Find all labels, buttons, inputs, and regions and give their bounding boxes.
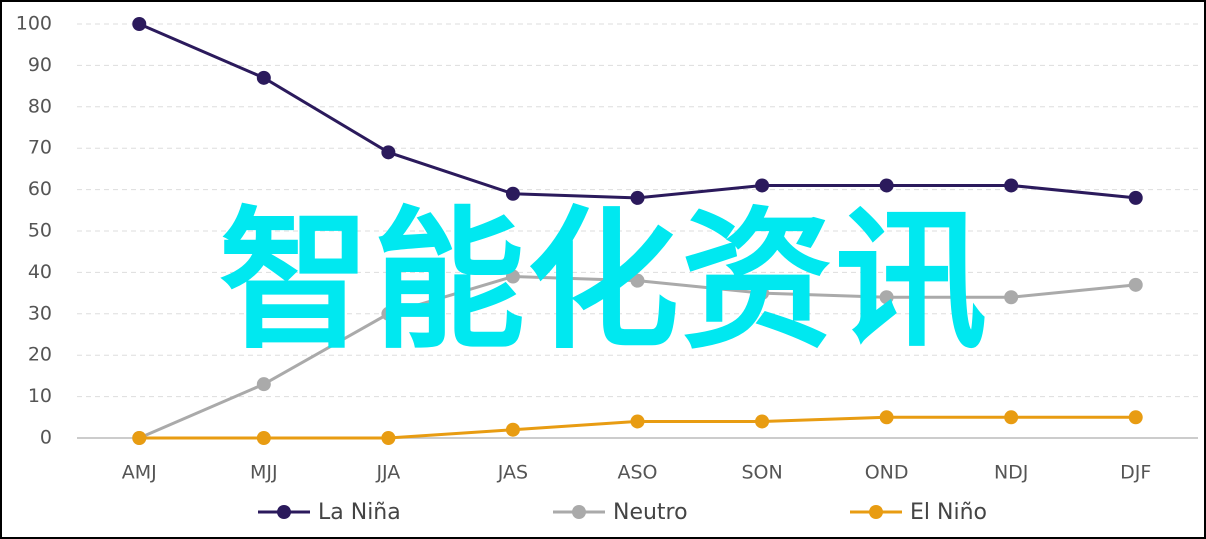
legend-marker xyxy=(572,505,586,519)
data-point xyxy=(256,70,271,85)
y-tick-label: 10 xyxy=(28,385,52,407)
x-tick-label: OND xyxy=(865,462,909,484)
data-point xyxy=(1128,410,1143,425)
x-tick-label: JAS xyxy=(497,462,528,484)
y-tick-label: 70 xyxy=(28,137,52,159)
x-tick-label: NDJ xyxy=(994,462,1028,484)
y-tick-label: 90 xyxy=(28,54,52,76)
y-tick-label: 30 xyxy=(28,302,52,324)
x-tick-label: AMJ xyxy=(122,462,157,484)
data-point xyxy=(381,431,396,445)
x-tick-label: DJF xyxy=(1120,462,1151,484)
y-tick-label: 20 xyxy=(28,344,52,366)
data-point xyxy=(1004,290,1019,305)
legend-label: La Niña xyxy=(318,500,401,525)
data-point xyxy=(1004,410,1019,425)
y-tick-label: 50 xyxy=(28,220,52,242)
data-point xyxy=(256,377,271,392)
data-point xyxy=(755,286,770,301)
y-tick-label: 60 xyxy=(28,178,52,200)
x-tick-label: JJA xyxy=(375,462,400,484)
y-tick-label: 80 xyxy=(28,95,52,117)
y-tick-label: 100 xyxy=(16,13,52,35)
legend-label: El Niño xyxy=(910,500,987,525)
data-point xyxy=(505,269,520,284)
data-point xyxy=(381,306,396,321)
x-tick-label: ASO xyxy=(617,462,657,484)
data-point xyxy=(381,145,396,160)
legend-marker xyxy=(277,505,291,519)
watermark: 智能化资讯 xyxy=(219,193,989,370)
data-point xyxy=(630,273,645,288)
legend-label: Neutro xyxy=(613,500,688,525)
y-tick-label: 0 xyxy=(40,427,52,449)
data-point xyxy=(505,422,520,437)
data-point xyxy=(132,431,147,445)
x-tick-label: MJJ xyxy=(250,462,278,484)
data-point xyxy=(1128,190,1143,205)
data-point xyxy=(630,190,645,205)
data-point xyxy=(1128,277,1143,292)
legend-marker xyxy=(869,505,883,519)
data-point xyxy=(755,178,770,193)
data-point xyxy=(755,414,770,429)
data-point xyxy=(505,186,520,201)
data-point xyxy=(1004,178,1019,193)
data-point xyxy=(630,414,645,429)
data-point xyxy=(132,17,147,31)
data-point xyxy=(879,410,894,425)
data-point xyxy=(879,178,894,193)
data-point xyxy=(879,290,894,305)
data-point xyxy=(256,431,271,445)
y-tick-label: 40 xyxy=(28,261,52,283)
x-tick-label: SON xyxy=(741,462,782,484)
